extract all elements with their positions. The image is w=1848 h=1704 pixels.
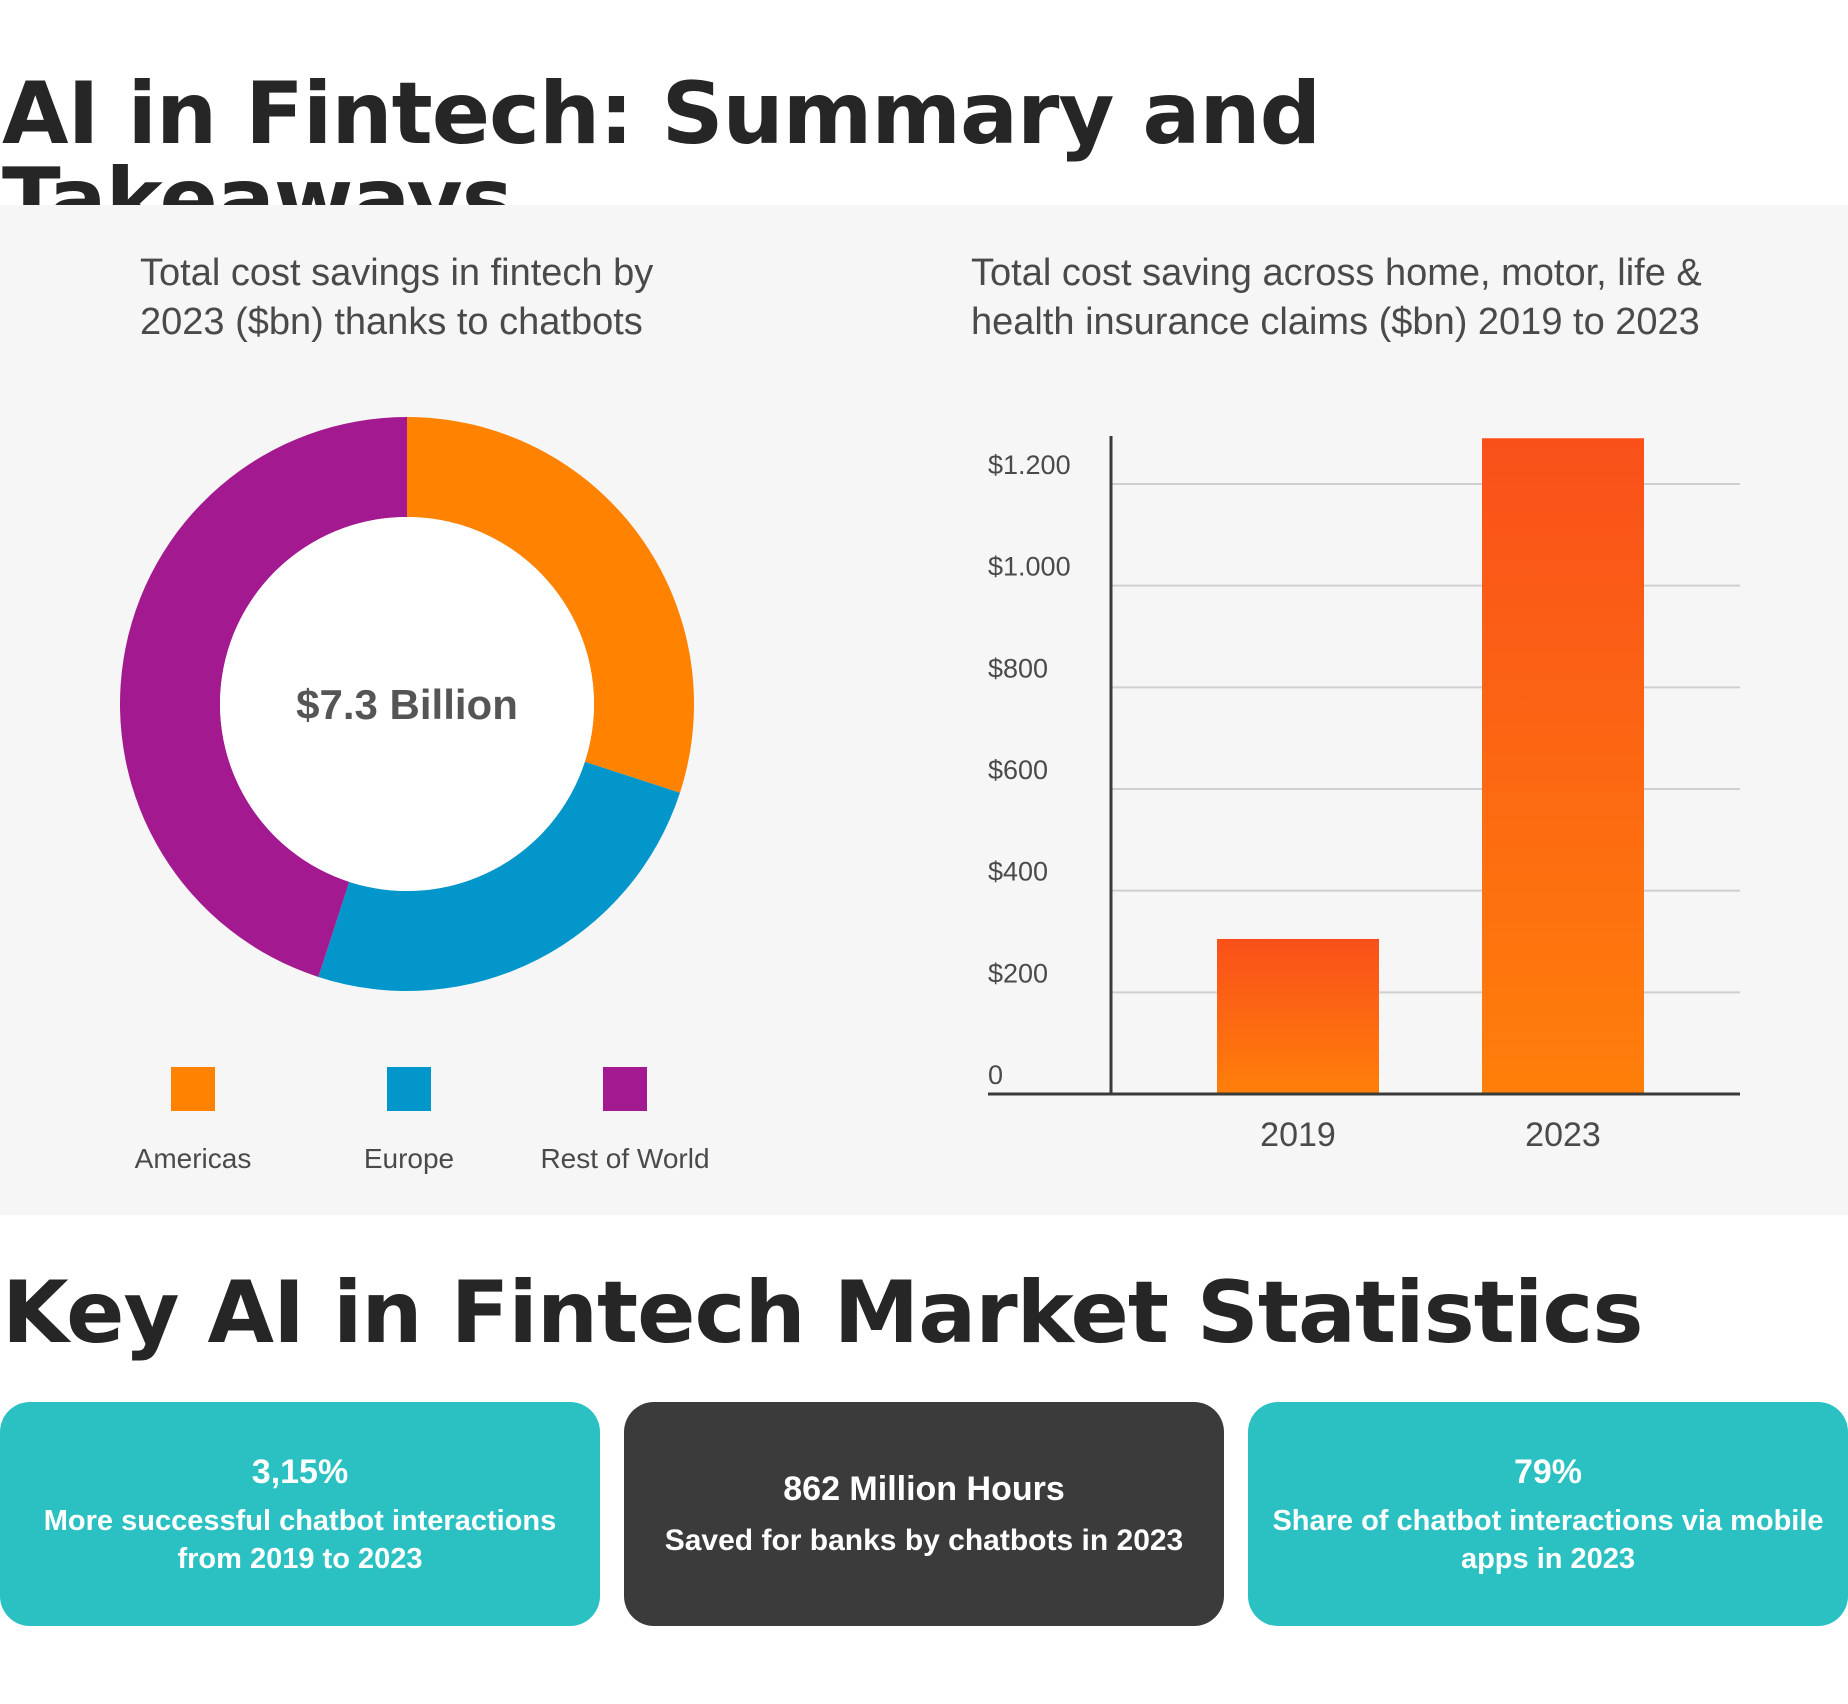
donut-slice-rest-of-world	[119, 417, 408, 977]
stat-card-mobile-share: 79% Share of chatbot interactions via mo…	[1248, 1402, 1848, 1626]
x-tick-label: 2023	[1525, 1116, 1601, 1154]
stat-card-success-rate: 3,15% More successful chatbot interactio…	[0, 1402, 600, 1626]
bar-chart-title: Total cost saving across home, motor, li…	[971, 252, 1702, 343]
legend-label: Americas	[135, 1143, 252, 1174]
x-tick-label: 2019	[1260, 1116, 1336, 1154]
donut-slice-americas	[407, 417, 695, 793]
donut-chart-title: Total cost savings in fintech by 2023 ($…	[140, 252, 654, 343]
donut-slice-europe	[318, 761, 680, 992]
stat-card-text: Share of chatbot interactions via mobile…	[1272, 1505, 1824, 1575]
page-title: AI in Fintech: Summary and Takeaways	[2, 64, 1321, 250]
y-tick-label: $600	[988, 755, 1048, 785]
donut-center-label: $7.3 Billion	[296, 681, 518, 728]
donut-hole	[220, 517, 594, 891]
charts-canvas: $7.3 Billion Americas Europe Rest of World 0…	[119, 417, 1740, 1174]
y-tick-label: $1.000	[988, 552, 1071, 582]
y-tick-label: $200	[988, 958, 1048, 988]
y-tick-label: 0	[988, 1060, 1003, 1090]
y-tick-label: $1.200	[988, 450, 1071, 480]
stat-card-value: 862 Million Hours	[783, 1469, 1065, 1508]
stat-card-text: More successful chatbot interactions fro…	[43, 1505, 557, 1575]
stats-heading: Key AI in Fintech Market Statistics	[2, 1263, 1644, 1363]
legend-swatch	[387, 1067, 431, 1111]
stat-card-hours-saved: 862 Million Hours Saved for banks by cha…	[624, 1402, 1224, 1626]
bar-2019	[1217, 938, 1379, 1094]
y-tick-label: $400	[988, 857, 1048, 887]
legend-label: Rest of World	[540, 1143, 709, 1174]
legend-swatch	[603, 1067, 647, 1111]
stat-card-text: Saved for banks by chatbots in 2023	[664, 1523, 1184, 1557]
y-tick-label: $800	[988, 653, 1048, 683]
bar-2023	[1482, 438, 1644, 1094]
stat-card-value: 3,15%	[251, 1453, 349, 1491]
stat-card-value: 79%	[1513, 1453, 1583, 1491]
legend-label: Europe	[364, 1143, 454, 1174]
legend-swatch	[171, 1067, 215, 1111]
